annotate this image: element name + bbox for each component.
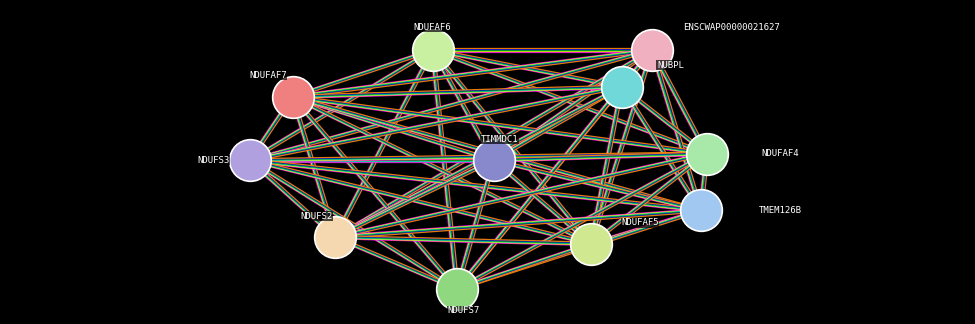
Point	[486, 158, 501, 163]
Text: NDUFAF6: NDUFAF6	[413, 23, 451, 32]
Point	[285, 94, 300, 99]
Point	[614, 84, 630, 89]
Text: ENSCWAP00000021627: ENSCWAP00000021627	[682, 23, 780, 32]
Point	[449, 286, 465, 292]
Point	[583, 241, 599, 247]
Text: TIMMDC1: TIMMDC1	[481, 135, 519, 144]
Point	[328, 235, 343, 240]
Text: NDUFAF7: NDUFAF7	[250, 71, 287, 80]
Text: NDUFS2: NDUFS2	[300, 212, 333, 221]
Text: NDUFAF5: NDUFAF5	[621, 218, 659, 227]
Point	[242, 158, 257, 163]
Text: TMEM126B: TMEM126B	[759, 206, 801, 215]
Point	[644, 48, 660, 53]
Point	[699, 151, 715, 156]
Text: NDUFS7: NDUFS7	[447, 306, 480, 315]
Text: NUBPL: NUBPL	[657, 61, 683, 70]
Point	[425, 48, 441, 53]
Text: NDUFS3: NDUFS3	[197, 156, 229, 165]
Text: NDUFAF4: NDUFAF4	[761, 149, 799, 158]
Point	[693, 208, 709, 213]
